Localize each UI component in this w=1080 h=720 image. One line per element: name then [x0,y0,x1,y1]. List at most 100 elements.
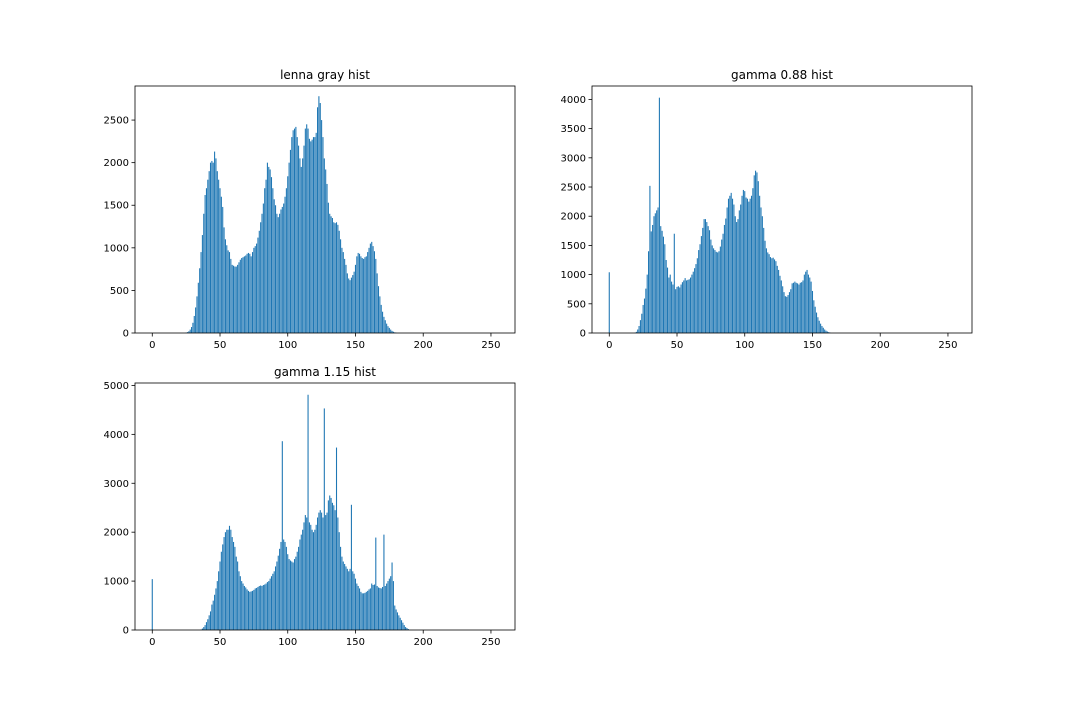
histogram-bar [281,441,283,630]
histogram-bar [350,504,352,630]
y-tick-label: 1000 [104,243,129,254]
histogram-bar [291,137,293,333]
histogram-bar [212,600,214,630]
x-tick-label: 250 [481,340,500,351]
histogram-bar [308,138,310,333]
histogram-bar [732,198,734,333]
axes-frame [134,85,516,334]
histogram-bar [660,226,662,333]
histogram-bar [752,188,754,333]
histogram-bar [277,217,279,333]
histogram-bar [364,592,366,630]
histogram-bar [778,269,780,333]
histogram-bar [233,265,235,333]
histogram-bar [406,628,408,630]
y-tick-label: 1000 [104,577,129,588]
histogram-bar [326,512,328,630]
histogram-bar [288,162,290,333]
histogram-bar [327,500,329,630]
histogram-bar [209,611,212,630]
histogram-bar [298,145,300,333]
histogram-bar [247,252,249,333]
histogram-bar [256,243,258,333]
histogram-bar [239,576,241,630]
histogram-bar [392,581,394,630]
y-tick-label: 4000 [104,430,129,441]
histogram-bar [268,581,270,630]
histogram-bar [151,579,153,630]
histogram-bar [203,213,205,333]
histogram-bar [262,203,264,333]
histogram-bar [391,562,393,630]
x-tick-label: 100 [278,340,297,351]
histogram-bar [828,332,830,333]
x-tick-label: 200 [414,340,433,351]
histogram-bar [382,311,384,333]
histogram-bar [749,198,751,333]
histogram-bar [300,166,302,333]
histogram-bar [226,245,228,333]
chart-title: gamma 0.88 hist [731,68,833,82]
histogram-bar [713,248,715,333]
histogram-bar [700,236,702,333]
histogram-bar [755,170,757,333]
histogram-bar [215,158,217,333]
histogram-bar [295,126,297,333]
x-tick-label: 250 [938,340,957,351]
histogram-bar [816,312,818,333]
histogram-bar [387,326,389,333]
bars [185,96,397,333]
histogram-bar [787,295,789,333]
histogram-bar [257,237,259,333]
histogram-bar [745,197,747,333]
histogram-bar [211,160,213,333]
histogram-bar [642,304,644,333]
histogram-bar [637,329,639,333]
histogram-bar [661,230,663,333]
histogram-bar [287,554,289,630]
histogram-bar [211,604,213,630]
histogram-bar [261,585,263,630]
histogram-bar [284,541,286,630]
chart-title: lenna gray hist [280,68,370,82]
histogram-bar [323,158,325,333]
y-tick-label: 5000 [104,381,129,392]
histogram-bar [807,274,809,333]
histogram-bar [706,222,708,333]
histogram-bar [388,578,390,630]
histogram-bar [250,591,252,630]
histogram-bar [662,236,664,333]
histogram-bar [384,585,386,630]
histogram-bar [272,188,274,333]
histogram-bar [368,589,370,630]
histogram-bar [734,216,736,333]
histogram-bar [303,522,305,630]
histogram-bar [779,275,781,333]
histogram-bar [399,617,401,630]
histogram-bar [699,244,701,333]
histogram-bar [657,207,659,333]
histogram-bar [246,589,248,630]
histogram-bar [314,529,316,630]
histogram-bar [708,230,711,333]
axes-frame [134,382,516,631]
y-tick-label: 1500 [561,241,586,252]
histogram-bar [353,573,355,630]
histogram-bar [725,218,727,333]
histogram-bar [771,258,773,333]
histogram-bar [753,175,755,333]
histogram-bar [340,546,342,630]
histogram-bar [253,589,255,630]
histogram-bar [727,198,730,333]
histogram-bar [344,563,346,630]
histogram-bar [227,529,229,630]
histogram-bar [759,195,761,333]
histogram-bar [238,262,240,333]
histogram-bar [304,128,306,333]
histogram-bar [311,139,313,333]
y-tick-label: 2000 [104,158,129,169]
histogram-bar [346,568,348,630]
histogram-bar [646,274,648,333]
